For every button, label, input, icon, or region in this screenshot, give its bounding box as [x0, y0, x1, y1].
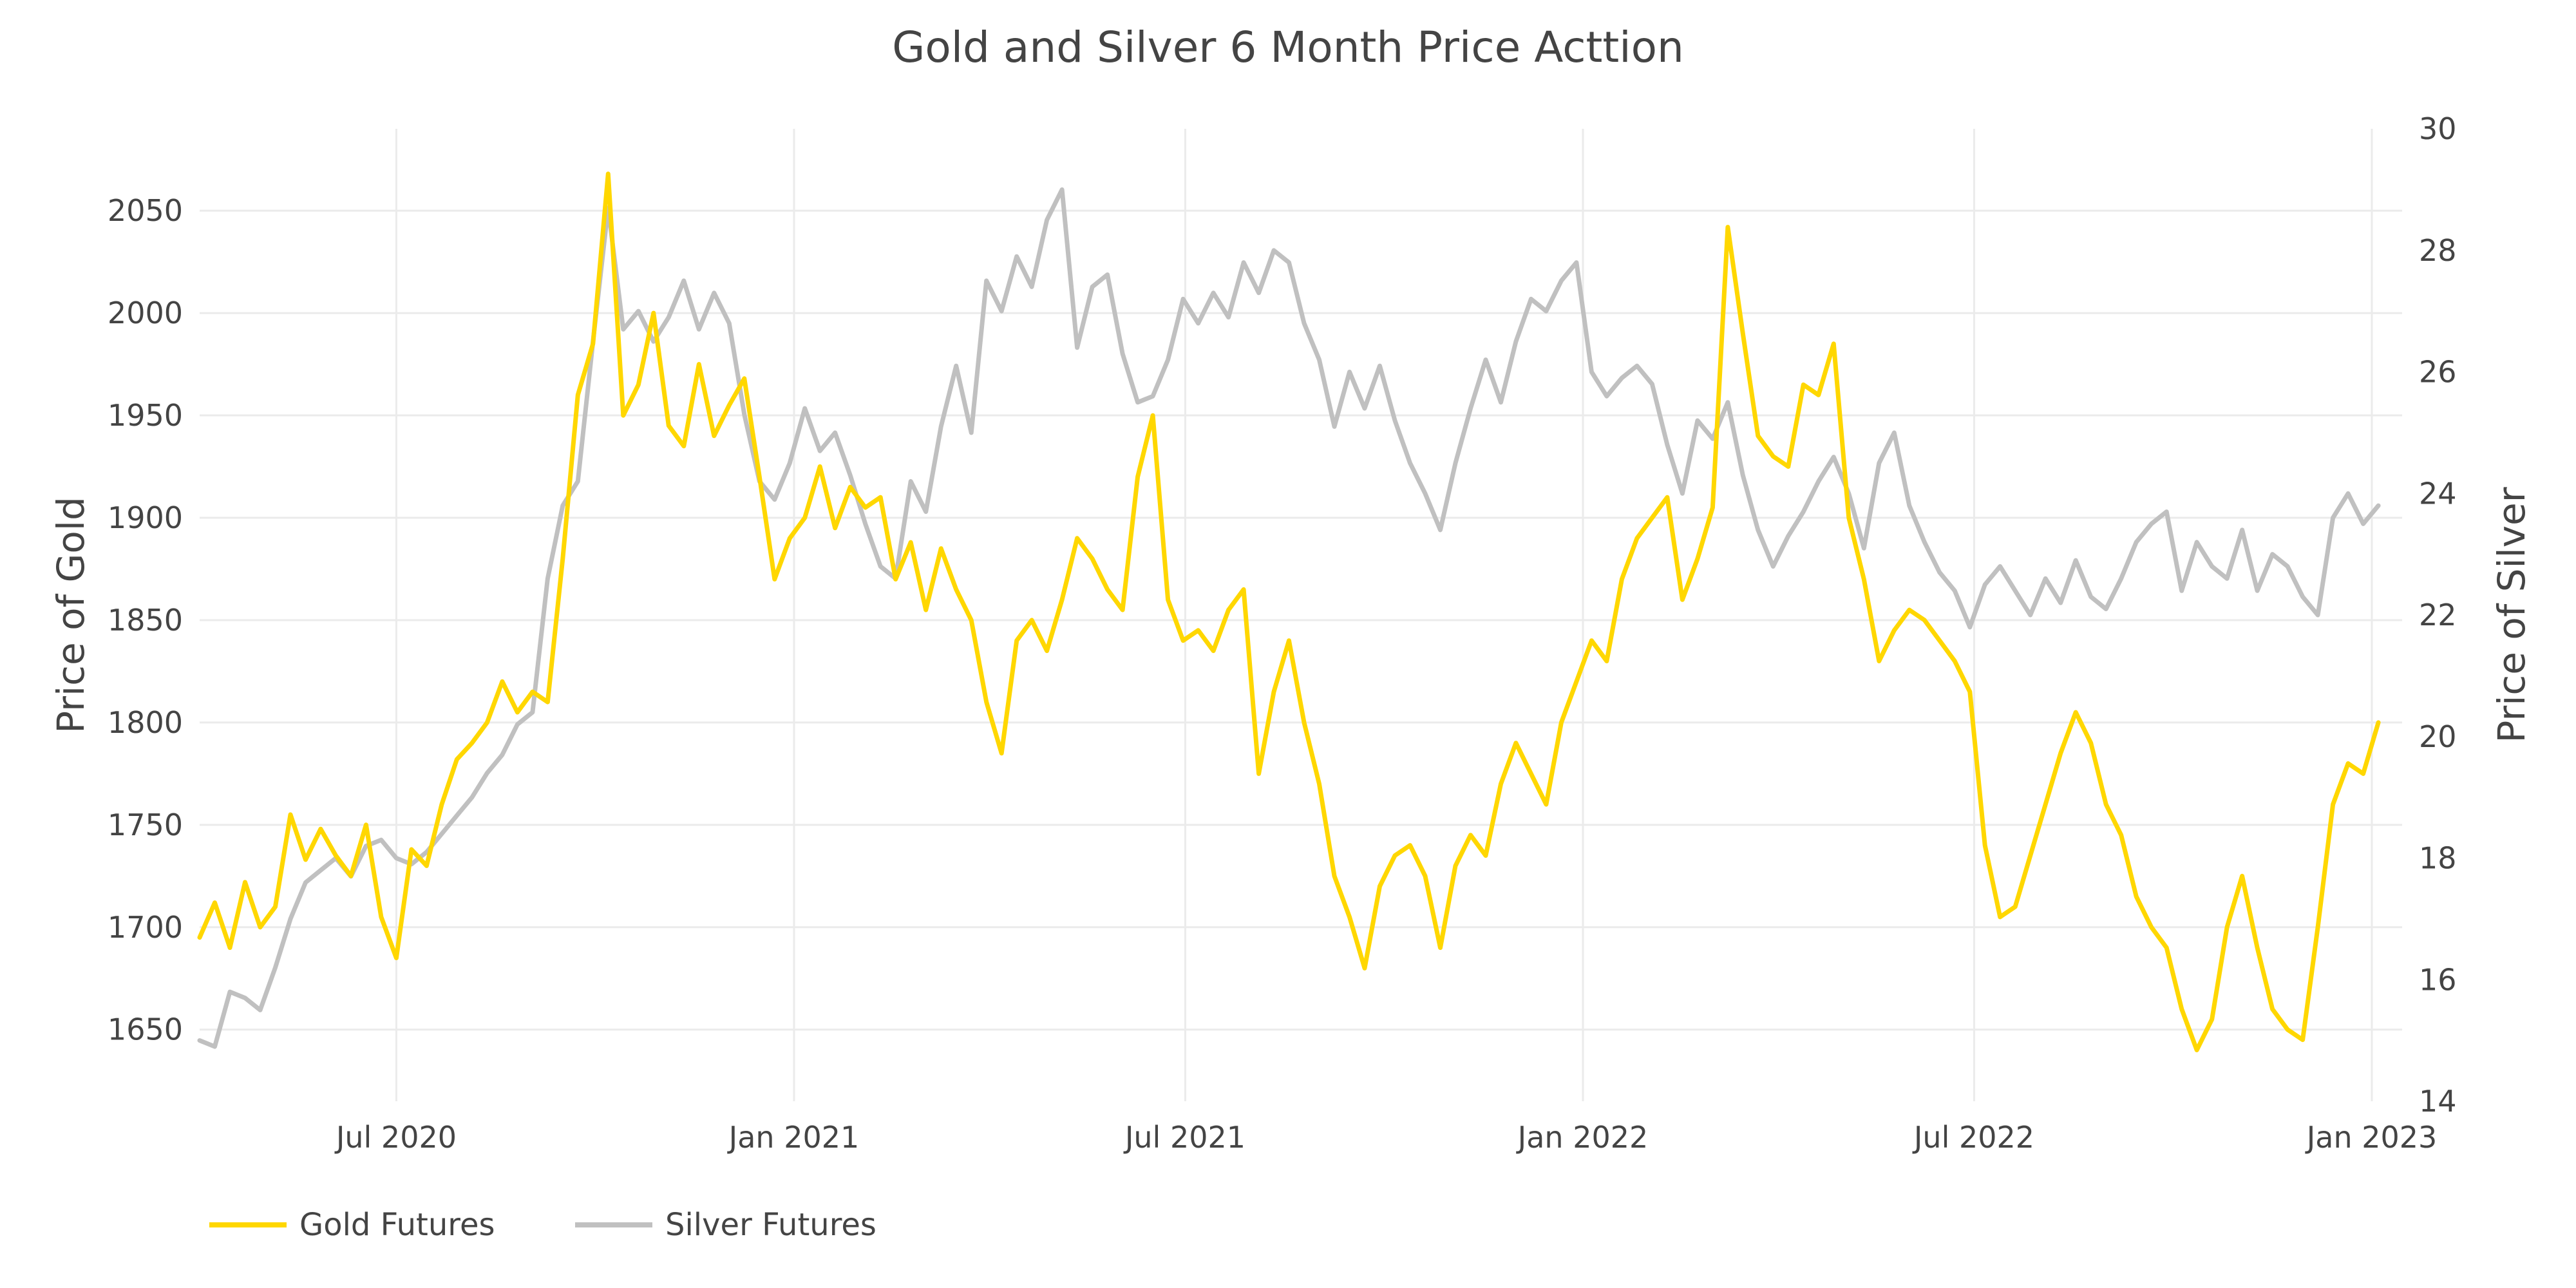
y-right-tick-label: 26	[2419, 355, 2457, 390]
y-left-tick-label: 2050	[108, 193, 183, 228]
y-right-tick-label: 20	[2419, 719, 2457, 754]
legend-item-gold-futures[interactable]: Gold Futures	[209, 1207, 495, 1243]
legend-label: Gold Futures	[299, 1207, 495, 1243]
y-right-tick-label: 22	[2419, 598, 2457, 632]
legend-item-silver-futures[interactable]: Silver Futures	[575, 1207, 876, 1243]
y-left-tick-label: 2000	[108, 296, 183, 330]
series-line-silver-futures	[197, 187, 2381, 1049]
x-tick-label: Jul 2020	[334, 1120, 457, 1155]
y-right-tick-label: 28	[2419, 233, 2457, 268]
y-axis-left-title: Price of Gold	[49, 497, 93, 734]
y-left-tick-label: 1700	[108, 910, 183, 945]
x-tick-label: Jan 2023	[2305, 1120, 2438, 1155]
grid-lines	[200, 129, 2402, 1101]
plot-area	[197, 171, 2381, 1052]
legend-label: Silver Futures	[665, 1207, 876, 1243]
series-line-gold-futures	[197, 171, 2381, 1052]
chart-title: Gold and Silver 6 Month Price Acttion	[892, 23, 1684, 72]
y-right-tick-label: 16	[2419, 962, 2457, 997]
y-right-tick-label: 18	[2419, 841, 2457, 876]
y-left-tick-label: 1800	[108, 705, 183, 740]
legend[interactable]: Gold Futures Silver Futures	[209, 1207, 876, 1243]
y-left-tick-label: 1650	[108, 1012, 183, 1047]
y-right-tick-label: 30	[2419, 111, 2457, 146]
x-tick-label: Jan 2021	[727, 1120, 860, 1155]
x-tick-label: Jan 2022	[1516, 1120, 1649, 1155]
y-left-tick-label: 1850	[108, 603, 183, 638]
y-left-tick-label: 1900	[108, 500, 183, 535]
axes: 1650 1700 1750 1800 1850 1900 1950 2000 2050 14 16…	[108, 111, 2457, 1155]
x-tick-label: Jul 2021	[1123, 1120, 1245, 1155]
y-left-tick-label: 1750	[108, 808, 183, 842]
y-right-tick-label: 14	[2419, 1084, 2457, 1119]
y-axis-right-title: Price of Silver	[2490, 487, 2533, 743]
y-left-tick-label: 1950	[108, 398, 183, 433]
y-right-tick-label: 24	[2419, 476, 2457, 511]
x-tick-label: Jul 2022	[1912, 1120, 2034, 1155]
